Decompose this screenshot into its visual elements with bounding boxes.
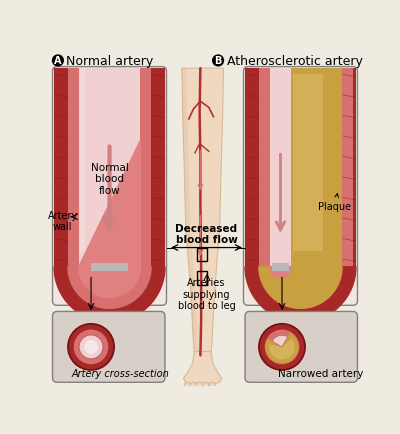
Bar [196, 248, 207, 262]
Text: Narrowed artery: Narrowed artery [278, 368, 363, 378]
Bar [80, 69, 85, 253]
Text: A: A [54, 56, 62, 66]
Circle shape [68, 324, 114, 370]
Bar [259, 69, 270, 267]
Circle shape [259, 324, 305, 370]
Polygon shape [184, 352, 222, 384]
Circle shape [210, 382, 216, 388]
Circle shape [190, 382, 196, 388]
Circle shape [84, 340, 98, 354]
Bar [196, 271, 207, 285]
Circle shape [184, 382, 190, 388]
Bar [342, 69, 356, 267]
Polygon shape [54, 267, 165, 322]
Bar [272, 263, 289, 271]
Bar [151, 69, 165, 267]
Bar [291, 69, 342, 267]
Text: Plaque: Plaque [318, 194, 351, 211]
Circle shape [265, 330, 299, 365]
Polygon shape [68, 267, 151, 309]
Bar [293, 75, 323, 252]
Polygon shape [270, 267, 291, 278]
Text: B: B [214, 56, 222, 66]
Text: Normal
blood
flow: Normal blood flow [90, 162, 128, 195]
Bar [245, 69, 259, 267]
Bar [68, 69, 79, 267]
Circle shape [196, 382, 203, 388]
Circle shape [203, 382, 209, 388]
FancyBboxPatch shape [245, 312, 358, 382]
Polygon shape [182, 69, 224, 352]
Text: Artery
wall: Artery wall [48, 210, 78, 232]
Polygon shape [79, 141, 140, 298]
Wedge shape [272, 335, 288, 347]
Bar [140, 69, 151, 267]
Wedge shape [265, 333, 299, 364]
Text: Normal artery: Normal artery [66, 55, 154, 68]
Polygon shape [259, 267, 342, 309]
Bar [342, 69, 353, 267]
FancyBboxPatch shape [52, 312, 165, 382]
Bar [54, 69, 68, 267]
Text: Arteries
supplying
blood to leg: Arteries supplying blood to leg [178, 277, 236, 311]
FancyBboxPatch shape [244, 67, 358, 306]
Bar [91, 263, 128, 271]
Text: Atherosclerotic artery: Atherosclerotic artery [226, 55, 362, 68]
Text: Artery cross-section: Artery cross-section [72, 368, 169, 378]
Circle shape [79, 335, 103, 359]
Text: Decreased
blood flow: Decreased blood flow [176, 224, 238, 245]
Wedge shape [269, 339, 295, 360]
Bar [270, 69, 291, 267]
Circle shape [52, 56, 63, 67]
Polygon shape [245, 267, 356, 322]
Circle shape [74, 330, 108, 365]
Polygon shape [182, 69, 199, 352]
FancyBboxPatch shape [52, 67, 166, 306]
Bar [79, 69, 140, 267]
Circle shape [213, 56, 224, 67]
